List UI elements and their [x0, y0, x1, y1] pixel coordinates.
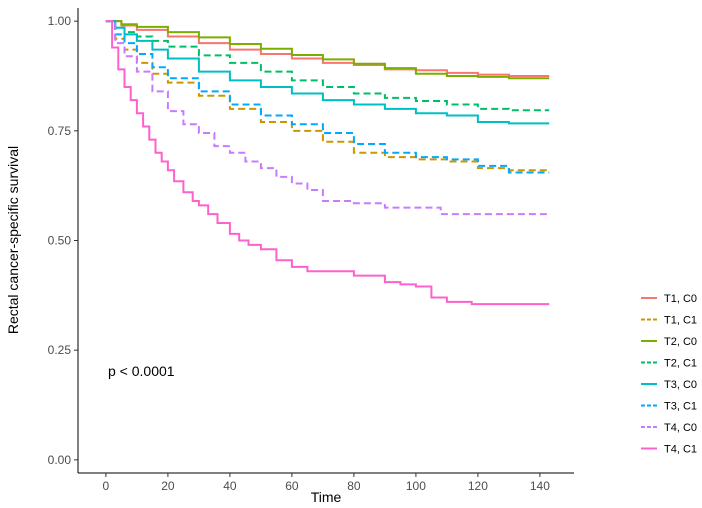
y-tick-label: 0.75	[48, 124, 72, 138]
y-tick-label: 0.25	[48, 343, 72, 357]
x-tick-label: 40	[223, 479, 237, 493]
legend-label: T2, C0	[664, 336, 697, 348]
series-line-t2-c0	[105, 20, 550, 80]
x-tick-label: 120	[468, 479, 488, 493]
legend: T1, C0 T1, C1 T2, C0 T2, C1 T3, C0 T3, C1 T4, …	[641, 293, 697, 456]
y-tick-label: 0.50	[48, 234, 72, 248]
x-tick-label: 100	[406, 479, 426, 493]
x-tick-label: 0	[103, 479, 110, 493]
legend-label: T3, C1	[664, 401, 697, 413]
series-line-t3-c0	[105, 20, 550, 125]
legend-label: T4, C0	[664, 422, 697, 434]
series-lines	[105, 20, 550, 306]
x-tick-label: 60	[285, 479, 299, 493]
legend-label: T1, C1	[664, 315, 697, 327]
legend-label: T2, C1	[664, 358, 697, 370]
series-line-t1-c1	[105, 20, 550, 172]
series-line-t1-c0	[105, 20, 550, 77]
legend-label: T1, C0	[664, 293, 697, 305]
y-tick-label: 1.00	[48, 14, 72, 28]
x-tick-label: 80	[347, 479, 361, 493]
x-ticks: 0 20 40 60 80 100 120 140	[103, 473, 550, 493]
series-line-t3-c1	[105, 20, 550, 174]
y-tick-label: 0.00	[48, 453, 72, 467]
y-axis-title: Rectal cancer-specific survival	[5, 146, 21, 334]
series-line-t4-c1	[105, 20, 550, 306]
x-tick-label: 20	[161, 479, 175, 493]
y-ticks: 0.00 0.25 0.50 0.75 1.00	[48, 14, 78, 467]
x-tick-label: 140	[530, 479, 550, 493]
series-line-t4-c0	[105, 20, 550, 216]
series-line-t2-c1	[105, 20, 550, 112]
x-axis-title: Time	[311, 489, 342, 505]
legend-label: T4, C1	[664, 444, 697, 456]
p-value-annotation: p < 0.0001	[108, 363, 175, 379]
legend-label: T3, C0	[664, 379, 697, 391]
